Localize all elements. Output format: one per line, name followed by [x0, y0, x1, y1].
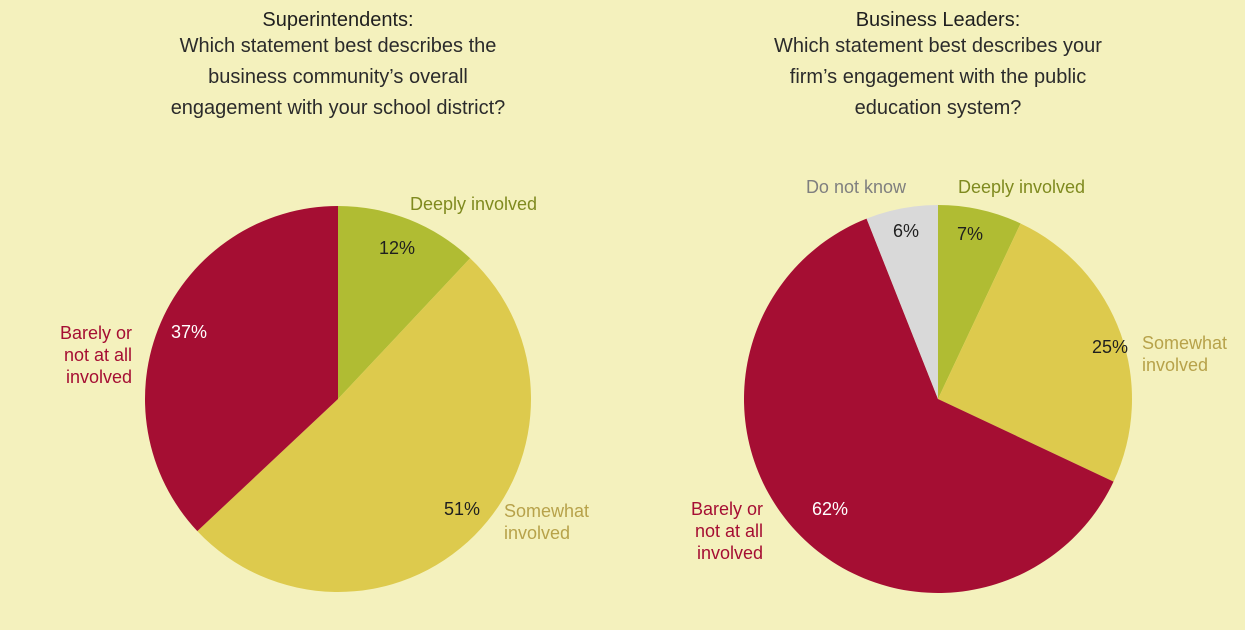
left-pie-slice-somewhat-involved	[197, 258, 531, 592]
right-chart-question-line-3: education system?	[855, 97, 1022, 119]
right-pct-label-deeply-involved: 7%	[957, 224, 983, 244]
right-pie-slice-do-not-know	[866, 205, 938, 399]
right-pct-label-somewhat-involved: 25%	[1092, 337, 1128, 357]
left-pct-label-somewhat-involved: 51%	[444, 499, 480, 519]
left-category-label-somewhat-involved: Somewhat involved	[504, 501, 589, 543]
left-chart-title: Superintendents:	[262, 9, 413, 31]
right-category-label-do-not-know: Do not know	[806, 177, 907, 197]
right-category-label-deeply-involved: Deeply involved	[958, 177, 1085, 197]
right-pie-slice-barely-or-not-at-all-involved	[744, 218, 1114, 594]
left-chart-question-line-2: business community’s overall	[208, 66, 468, 88]
right-chart-title: Business Leaders:	[856, 9, 1021, 31]
left-chart-header: Superintendents: Which statement best de…	[171, 9, 506, 119]
left-category-label-barely-or-not-at-all-involved: Barely or not at all involved	[60, 323, 132, 387]
right-pct-label-do-not-know: 6%	[893, 221, 919, 241]
right-pie-slice-somewhat-involved	[938, 223, 1133, 482]
left-chart-question-line-1: Which statement best describes the	[180, 35, 497, 57]
right-pct-label-barely-or-not-at-all-involved: 62%	[812, 499, 848, 519]
right-chart-question-line-2: firm’s engagement with the public	[790, 66, 1086, 88]
right-chart-header: Business Leaders: Which statement best d…	[774, 9, 1102, 119]
left-pct-label-deeply-involved: 12%	[379, 238, 415, 258]
right-pie: 7% 25% 62% 6% Deeply involved Somewhat involve…	[691, 177, 1227, 594]
left-category-label-deeply-involved: Deeply involved	[410, 194, 537, 214]
right-chart-question-line-1: Which statement best describes your	[774, 35, 1102, 57]
left-chart-question-line-3: engagement with your school district?	[171, 97, 506, 119]
left-pie-slice-barely-or-not-at-all-involved	[145, 206, 338, 532]
left-pie: 12% 51% 37% Deeply involved Somewhat involved…	[60, 194, 589, 592]
right-category-label-barely-or-not-at-all-involved: Barely or not at all involved	[691, 499, 763, 563]
right-category-label-somewhat-involved: Somewhat involved	[1142, 333, 1227, 375]
right-pie-slice-deeply-involved	[938, 205, 1021, 399]
left-pct-label-barely-or-not-at-all-involved: 37%	[171, 322, 207, 342]
left-pie-slice-deeply-involved	[338, 206, 471, 399]
